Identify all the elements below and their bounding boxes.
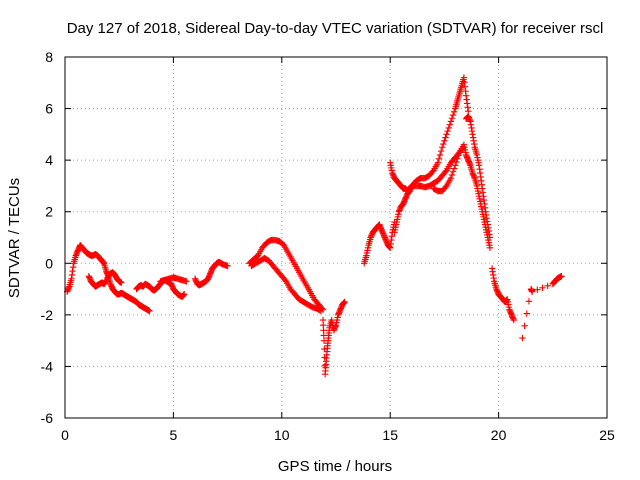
data-point bbox=[521, 322, 528, 330]
data-point bbox=[447, 118, 455, 125]
data-point bbox=[435, 155, 443, 163]
series-group bbox=[360, 218, 398, 267]
y-tick-label: 0 bbox=[45, 255, 53, 271]
data-point bbox=[429, 168, 436, 175]
axes: 0 5 10 15 20 25 -6 -4 -2 0 2 4 6 8 bbox=[41, 49, 615, 443]
data-point bbox=[440, 140, 447, 148]
data-point bbox=[447, 174, 455, 182]
data-point bbox=[445, 124, 452, 132]
data-point bbox=[436, 151, 444, 159]
y-tick-label: 4 bbox=[45, 152, 53, 168]
data-point bbox=[455, 152, 462, 159]
data-point bbox=[281, 276, 289, 284]
data-point bbox=[442, 134, 449, 141]
data-point bbox=[486, 244, 494, 252]
series-group bbox=[319, 298, 348, 378]
y-tick-label: 6 bbox=[45, 101, 53, 117]
series-group bbox=[488, 265, 517, 324]
data-point bbox=[523, 310, 530, 317]
data-point bbox=[183, 278, 190, 285]
data-point bbox=[454, 155, 461, 163]
series-group bbox=[387, 144, 468, 195]
data-point bbox=[446, 121, 454, 128]
y-tick-label: -2 bbox=[41, 307, 54, 323]
data-points bbox=[63, 74, 565, 378]
data-point bbox=[452, 162, 459, 169]
data-point bbox=[529, 288, 536, 295]
data-point bbox=[450, 165, 458, 172]
series-group bbox=[85, 269, 125, 290]
x-tick-label: 15 bbox=[382, 427, 398, 443]
series-group bbox=[191, 258, 231, 289]
y-axis-label: SDTVAR / TECUs bbox=[6, 178, 23, 298]
data-point bbox=[341, 298, 348, 306]
x-tick-label: 25 bbox=[599, 427, 615, 443]
data-point bbox=[525, 298, 533, 305]
x-tick-label: 5 bbox=[170, 427, 178, 443]
series-group bbox=[248, 254, 325, 315]
x-tick-label: 20 bbox=[491, 427, 507, 443]
series-group bbox=[519, 272, 565, 342]
data-point bbox=[181, 291, 188, 298]
data-point bbox=[534, 286, 541, 293]
data-point bbox=[224, 262, 231, 270]
data-point bbox=[442, 184, 449, 191]
series-group bbox=[63, 242, 153, 315]
data-point bbox=[486, 234, 494, 241]
data-point bbox=[316, 307, 323, 314]
series-group bbox=[157, 274, 190, 285]
data-point bbox=[453, 158, 460, 166]
y-tick-label: 2 bbox=[45, 204, 53, 220]
x-tick-label: 0 bbox=[61, 427, 69, 443]
y-tick-label: -6 bbox=[41, 410, 54, 426]
data-point bbox=[539, 284, 546, 291]
grid-lines bbox=[65, 57, 607, 418]
x-axis-label: GPS time / hours bbox=[278, 458, 392, 475]
x-tick-label: 10 bbox=[274, 427, 290, 443]
series-group bbox=[246, 236, 327, 313]
data-point bbox=[118, 279, 125, 286]
data-point bbox=[146, 307, 153, 315]
data-point bbox=[443, 131, 450, 138]
y-tick-label: 8 bbox=[45, 49, 53, 65]
data-point bbox=[448, 171, 456, 179]
y-tick-label: -4 bbox=[41, 358, 54, 374]
plot-frame bbox=[64, 56, 608, 419]
data-point bbox=[544, 282, 551, 290]
data-point bbox=[442, 168, 449, 175]
data-point bbox=[449, 111, 457, 119]
data-point bbox=[448, 115, 456, 122]
data-point bbox=[317, 307, 325, 315]
data-point bbox=[449, 168, 457, 175]
data-point bbox=[437, 147, 445, 155]
data-point bbox=[450, 108, 458, 115]
data-point bbox=[558, 272, 565, 280]
data-point bbox=[444, 127, 451, 135]
data-point bbox=[441, 137, 448, 145]
series-group bbox=[391, 74, 472, 236]
series-group bbox=[462, 113, 494, 241]
data-point bbox=[519, 334, 526, 342]
data-point bbox=[434, 159, 442, 166]
data-point bbox=[439, 144, 446, 151]
chart-title: Day 127 of 2018, Sidereal Day-to-day VTE… bbox=[67, 20, 604, 37]
data-point bbox=[510, 316, 517, 324]
